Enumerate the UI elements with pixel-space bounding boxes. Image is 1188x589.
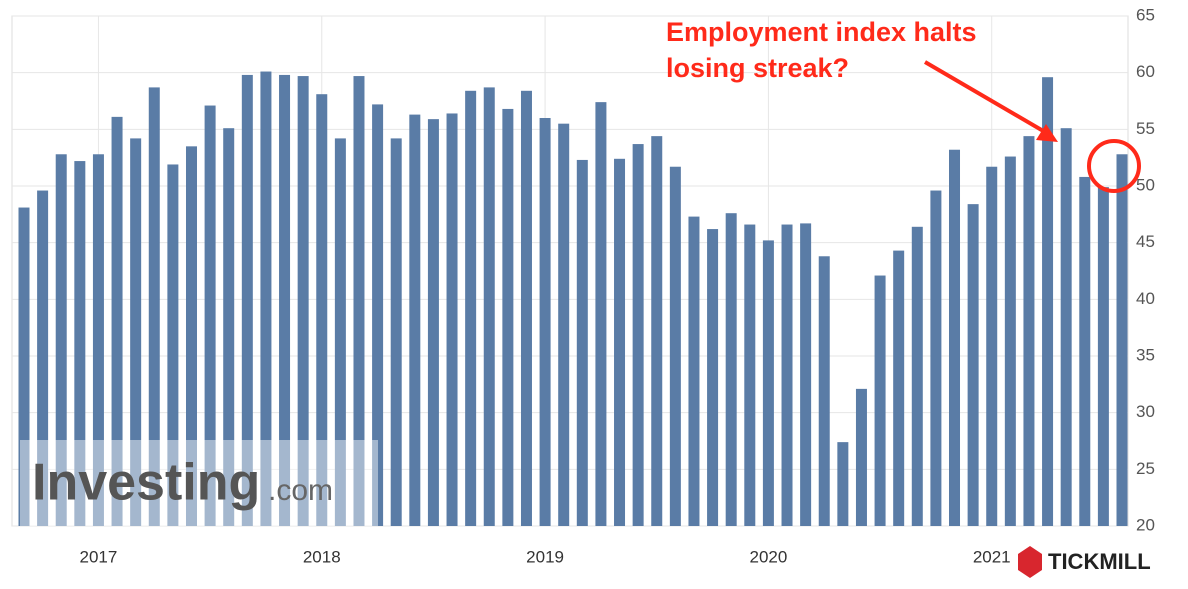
- y-tick-label: 60: [1136, 62, 1155, 81]
- bar: [483, 87, 495, 527]
- bar: [148, 87, 160, 527]
- bar: [930, 190, 942, 527]
- logo-icon: [1018, 546, 1042, 578]
- bar: [1042, 77, 1054, 526]
- bar: [465, 90, 477, 527]
- bar: [1023, 136, 1035, 526]
- bar: [111, 116, 123, 526]
- bar: [502, 108, 514, 526]
- arrow-shaft: [923, 60, 1047, 134]
- bar: [297, 76, 309, 527]
- bar: [223, 128, 235, 526]
- bar: [911, 226, 923, 527]
- bar: [92, 154, 104, 526]
- bar: [390, 138, 402, 526]
- bar: [967, 204, 979, 526]
- bar: [855, 388, 867, 526]
- bar: [781, 224, 793, 527]
- bar: [353, 76, 365, 527]
- bar: [446, 113, 458, 526]
- watermark-suffix: .com: [268, 474, 333, 507]
- bar: [1079, 176, 1091, 526]
- bar: [130, 138, 142, 526]
- bars: [18, 71, 1128, 527]
- bar: [669, 166, 681, 526]
- bar: [595, 102, 607, 526]
- bar: [725, 213, 737, 526]
- bar: [800, 223, 812, 526]
- highlight-circle: [1087, 139, 1141, 193]
- bar: [409, 114, 421, 526]
- bar: [651, 136, 663, 526]
- x-tick-label: 2019: [526, 547, 564, 566]
- y-tick-label: 20: [1136, 515, 1155, 534]
- watermark-text: Investing: [32, 454, 260, 512]
- annotation: losing streak?: [666, 53, 849, 83]
- bar: [334, 138, 346, 526]
- bar: [74, 161, 86, 527]
- bar: [204, 105, 216, 527]
- x-tick-label: 2017: [80, 547, 118, 566]
- bar: [260, 71, 272, 527]
- bar: [558, 123, 570, 527]
- bar: [241, 74, 253, 526]
- bar: [614, 158, 626, 527]
- y-tick-label: 30: [1136, 402, 1155, 421]
- bar: [167, 164, 179, 526]
- annotation: Employment index halts: [666, 17, 977, 47]
- y-tick-label: 65: [1136, 5, 1155, 24]
- x-tick-label: 2018: [303, 547, 341, 566]
- bar: [762, 240, 774, 526]
- bar: [539, 118, 551, 526]
- bar: [949, 149, 961, 526]
- bar: [37, 190, 49, 527]
- grid-layer: [12, 15, 1128, 527]
- bar: [576, 159, 588, 526]
- bar: [185, 146, 197, 527]
- x-tick-label: 2020: [749, 547, 787, 566]
- bar: [744, 224, 756, 527]
- bar: [427, 119, 439, 526]
- y-tick-label: 45: [1136, 232, 1155, 251]
- bar: [1097, 187, 1109, 526]
- bar: [874, 275, 886, 526]
- bar: [372, 104, 384, 527]
- bar: [520, 90, 532, 527]
- bar: [986, 166, 998, 526]
- bar: [1004, 156, 1016, 527]
- bar: [316, 94, 328, 526]
- bar: [632, 144, 644, 527]
- watermark-box: [20, 440, 378, 526]
- bar: [279, 74, 291, 526]
- bar: [707, 229, 719, 527]
- logo-text: TICKMILL: [1048, 549, 1151, 574]
- arrow-head: [1036, 124, 1058, 142]
- bar: [818, 256, 830, 526]
- y-tick-label: 50: [1136, 175, 1155, 194]
- bar: [688, 216, 700, 526]
- bar: [55, 154, 67, 526]
- y-tick-label: 55: [1136, 119, 1155, 138]
- plot-area: [11, 15, 1129, 527]
- y-tick-label: 35: [1136, 345, 1155, 364]
- bar: [837, 442, 849, 526]
- bar: [1116, 154, 1128, 526]
- bar: [18, 207, 30, 527]
- y-tick-label: 25: [1136, 459, 1155, 478]
- x-tick-label: 2021: [973, 547, 1011, 566]
- y-tick-label: 40: [1136, 289, 1155, 308]
- bar: [1060, 128, 1072, 526]
- bar: [893, 250, 905, 526]
